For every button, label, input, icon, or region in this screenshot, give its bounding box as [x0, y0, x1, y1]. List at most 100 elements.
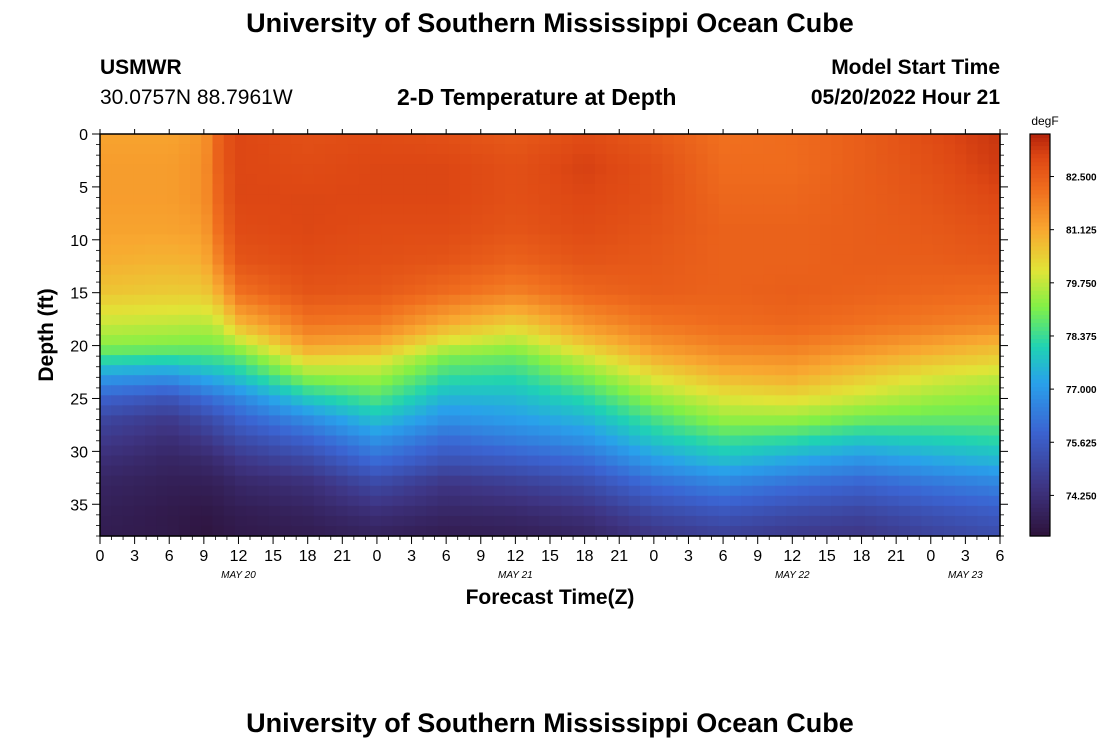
heatmap-cell [403, 515, 416, 527]
heatmap-cell [516, 174, 529, 185]
heatmap-cell [313, 184, 326, 195]
heatmap-cell [572, 505, 585, 517]
heatmap-cell [718, 335, 731, 346]
heatmap-cell [167, 345, 180, 356]
heatmap-cell [358, 234, 371, 246]
colorbar-segment [1030, 322, 1050, 328]
heatmap-cell [381, 144, 394, 155]
heatmap-cell [606, 375, 619, 386]
heatmap-cell [133, 335, 146, 346]
heatmap-cell [460, 355, 472, 366]
heatmap-cell [437, 485, 450, 497]
heatmap-cell [156, 174, 169, 185]
heatmap-cell [133, 515, 146, 527]
heatmap-cell [876, 405, 889, 416]
heatmap-cell [786, 345, 799, 356]
heatmap-cell [707, 465, 720, 477]
heatmap-cell [527, 134, 540, 145]
heatmap-cell [302, 425, 315, 437]
heatmap-cell [808, 294, 821, 306]
heatmap-cell [246, 485, 259, 497]
heatmap-cell [482, 144, 495, 155]
heatmap-cell [943, 174, 956, 185]
heatmap-cell [662, 134, 675, 145]
heatmap-cell [898, 385, 911, 396]
heatmap-cell [336, 324, 349, 336]
heatmap-cell [358, 465, 371, 477]
heatmap-cell [718, 274, 731, 286]
heatmap-cell [876, 144, 889, 155]
heatmap-cell [685, 174, 697, 185]
heatmap-cell [471, 515, 484, 527]
colorbar-segment [1030, 483, 1050, 489]
heatmap-cell [370, 515, 382, 527]
heatmap-cell [448, 184, 461, 195]
heatmap-cell [741, 154, 754, 165]
heatmap-cell [527, 234, 540, 246]
heatmap-cell [527, 144, 540, 155]
heatmap-cell [673, 224, 686, 236]
heatmap-cell [325, 415, 337, 427]
heatmap-cell [257, 435, 270, 447]
heatmap-cell [505, 324, 517, 336]
heatmap-cell [111, 184, 124, 195]
heatmap-cell [943, 314, 956, 326]
heatmap-cell [145, 254, 157, 266]
heatmap-cell [988, 515, 1001, 527]
heatmap-cell [347, 134, 360, 145]
heatmap-cell [538, 505, 551, 517]
heatmap-cell [718, 174, 731, 185]
heatmap-cell [268, 134, 281, 145]
heatmap-cell [550, 194, 562, 205]
heatmap-cell [268, 324, 281, 336]
heatmap-cell [876, 224, 889, 236]
heatmap-cell [853, 224, 866, 236]
heatmap-cell [235, 314, 247, 326]
heatmap-cell [921, 395, 934, 406]
heatmap-cell [201, 525, 214, 537]
heatmap-cell [955, 525, 967, 537]
heatmap-cell [313, 274, 326, 286]
heatmap-cell [932, 445, 945, 457]
heatmap-cell [280, 254, 292, 266]
heatmap-cell [392, 345, 405, 356]
heatmap-cell [190, 455, 202, 467]
heatmap-cell [831, 505, 844, 517]
heatmap-cell [403, 425, 416, 437]
heatmap-cell [325, 254, 337, 266]
model-start-label: Model Start Time [831, 56, 1000, 79]
heatmap-cell [662, 335, 675, 346]
heatmap-cell [741, 264, 754, 276]
heatmap-cell [898, 375, 911, 386]
heatmap-cell [516, 405, 529, 416]
heatmap-cell [651, 355, 664, 366]
heatmap-cell [392, 244, 405, 256]
heatmap-cell [347, 184, 360, 195]
heatmap-cell [977, 415, 990, 427]
heatmap-cell [741, 505, 754, 517]
heatmap-cell [493, 304, 506, 316]
heatmap-cell [865, 435, 877, 447]
heatmap-cell [133, 164, 146, 175]
heatmap-cell [145, 485, 157, 497]
heatmap-cell [257, 505, 270, 517]
heatmap-cell [876, 134, 889, 145]
heatmap-cell [865, 184, 877, 195]
heatmap-cell [853, 425, 866, 437]
heatmap-cell [741, 465, 754, 477]
heatmap-cell [291, 164, 304, 175]
heatmap-cell [358, 475, 371, 487]
heatmap-cell [561, 365, 574, 376]
heatmap-cell [145, 415, 157, 427]
heatmap-cell [111, 194, 124, 205]
heatmap-cell [122, 204, 135, 215]
heatmap-cell [955, 164, 967, 175]
heatmap-cell [336, 314, 349, 326]
heatmap-cell [786, 164, 799, 175]
heatmap-cell [955, 144, 967, 155]
heatmap-cell [516, 475, 529, 487]
heatmap-cell [516, 314, 529, 326]
heatmap-cell [122, 284, 135, 296]
heatmap-cell [156, 244, 169, 256]
